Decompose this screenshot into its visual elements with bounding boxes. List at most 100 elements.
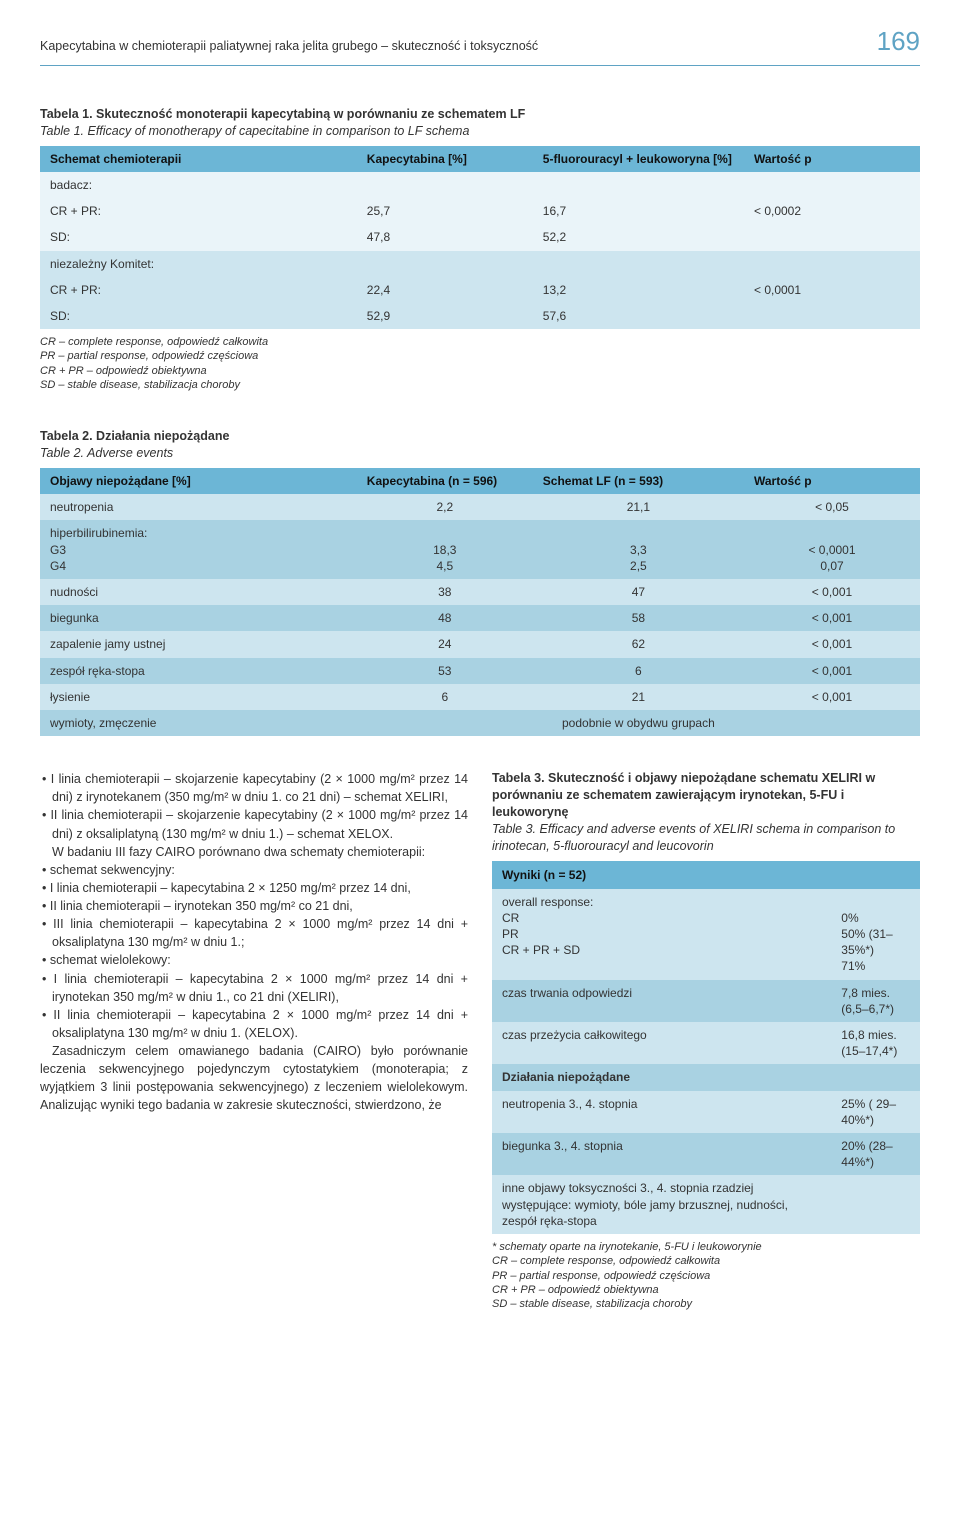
table-cell: 21 xyxy=(533,684,744,710)
table-row: łysienie621< 0,001 xyxy=(40,684,920,710)
table1-footnotes: CR – complete response, odpowiedź całkow… xyxy=(40,335,920,392)
table-cell: 48 xyxy=(357,605,533,631)
table-cell xyxy=(744,251,920,277)
table-row: overall response: CR PR CR + PR + SD 0% … xyxy=(492,889,920,980)
table2-caption-pl: Tabela 2. Działania niepożądane xyxy=(40,428,920,445)
right-column: Tabela 3. Skuteczność i objawy niepożąda… xyxy=(492,770,920,1311)
table-cell: 57,6 xyxy=(533,303,744,329)
table-row: biegunka4858< 0,001 xyxy=(40,605,920,631)
table-cell: 38 xyxy=(357,579,533,605)
table-cell: 6 xyxy=(533,658,744,684)
t1-h3: Wartość p xyxy=(744,146,920,172)
table3-caption-en: Table 3. Efficacy and adverse events of … xyxy=(492,821,920,855)
footnote-line: CR + PR – odpowiedź obiektywna xyxy=(40,364,920,378)
t2-h3: Wartość p xyxy=(744,468,920,494)
body-paragraph: W badaniu III fazy CAIRO porównano dwa s… xyxy=(40,843,468,861)
table-cell: biegunka xyxy=(40,605,357,631)
footnote-line: CR + PR – odpowiedź obiektywna xyxy=(492,1283,920,1297)
table-cell: inne objawy toksyczności 3., 4. stopnia … xyxy=(492,1175,831,1234)
table-cell: 25% ( 29–40%*) xyxy=(831,1091,920,1133)
footnote-line: SD – stable disease, stabilizacja chorob… xyxy=(40,378,920,392)
t3-head: Wyniki (n = 52) xyxy=(492,861,920,889)
table-cell: < 0,001 xyxy=(744,658,920,684)
table-cell xyxy=(533,172,744,198)
table-cell: łysienie xyxy=(40,684,357,710)
table-row: czas trwania odpowiedzi7,8 mies. (6,5–6,… xyxy=(492,980,920,1022)
page-number: 169 xyxy=(877,24,920,59)
table2-caption-en: Table 2. Adverse events xyxy=(40,445,920,462)
table-cell: czas trwania odpowiedzi xyxy=(492,980,831,1022)
table2-caption: Tabela 2. Działania niepożądane Table 2.… xyxy=(40,428,920,462)
body-paragraph: Zasadniczym celem omawianego badania (CA… xyxy=(40,1042,468,1115)
table-cell: 18,3 4,5 xyxy=(357,520,533,579)
table-cell: zespół ręka-stopa xyxy=(40,658,357,684)
table-cell: 53 xyxy=(357,658,533,684)
table-cell: 62 xyxy=(533,631,744,657)
table-cell: biegunka 3., 4. stopnia xyxy=(492,1133,831,1175)
footnote-line: SD – stable disease, stabilizacja chorob… xyxy=(492,1297,920,1311)
table1: Schemat chemioterapii Kapecytabina [%] 5… xyxy=(40,146,920,329)
table-cell: < 0,0001 xyxy=(744,277,920,303)
table1-caption-pl: Tabela 1. Skuteczność monoterapii kapecy… xyxy=(40,106,920,123)
table-cell: 16,8 mies. (15–17,4*) xyxy=(831,1022,920,1064)
t1-h2: 5-fluorouracyl + leukoworyna [%] xyxy=(533,146,744,172)
footnote-line: PR – partial response, odpowiedź częścio… xyxy=(492,1269,920,1283)
footnote-line: CR – complete response, odpowiedź całkow… xyxy=(492,1254,920,1268)
table-cell: 52,9 xyxy=(357,303,533,329)
t1-h0: Schemat chemioterapii xyxy=(40,146,357,172)
table1-header-row: Schemat chemioterapii Kapecytabina [%] 5… xyxy=(40,146,920,172)
body-paragraph: • I linia chemioterapii – skojarzenie ka… xyxy=(40,770,468,806)
table-row: zespół ręka-stopa536< 0,001 xyxy=(40,658,920,684)
table-row: biegunka 3., 4. stopnia20% (28–44%*) xyxy=(492,1133,920,1175)
body-paragraph: • II linia chemioterapii – skojarzenie k… xyxy=(40,806,468,842)
table1-caption-en: Table 1. Efficacy of monotherapy of cape… xyxy=(40,123,920,140)
body-paragraph: • schemat sekwencyjny: xyxy=(40,861,468,879)
table-cell: 20% (28–44%*) xyxy=(831,1133,920,1175)
t2-h2: Schemat LF (n = 593) xyxy=(533,468,744,494)
table-cell: 0% 50% (31–35%*) 71% xyxy=(831,889,920,980)
table3-caption: Tabela 3. Skuteczność i objawy niepożąda… xyxy=(492,770,920,854)
table-cell: < 0,0001 0,07 xyxy=(744,520,920,579)
table2-header-row: Objawy niepożądane [%] Kapecytabina (n =… xyxy=(40,468,920,494)
body-paragraph: • I linia chemioterapii – kapecytabina 2… xyxy=(40,879,468,897)
table2: Objawy niepożądane [%] Kapecytabina (n =… xyxy=(40,468,920,736)
table-cell xyxy=(744,303,920,329)
table-cell: 21,1 xyxy=(533,494,744,520)
table-cell: podobnie w obydwu grupach xyxy=(357,710,920,736)
table-row: SD:52,957,6 xyxy=(40,303,920,329)
table-cell: CR + PR: xyxy=(40,198,357,224)
table-cell: 47,8 xyxy=(357,224,533,250)
table-row: SD:47,852,2 xyxy=(40,224,920,250)
table-section-header: Działania niepożądane xyxy=(492,1064,920,1090)
table-row: neutropenia 3., 4. stopnia25% ( 29–40%*) xyxy=(492,1091,920,1133)
table3: Wyniki (n = 52) overall response: CR PR … xyxy=(492,861,920,1234)
table-cell: hiperbilirubinemia: G3 G4 xyxy=(40,520,357,579)
table-cell: < 0,001 xyxy=(744,605,920,631)
table-row: neutropenia2,221,1< 0,05 xyxy=(40,494,920,520)
table-cell: < 0,05 xyxy=(744,494,920,520)
table-cell: niezależny Komitet: xyxy=(40,251,357,277)
table-cell: SD: xyxy=(40,224,357,250)
table-cell: < 0,001 xyxy=(744,631,920,657)
table-row: badacz: xyxy=(40,172,920,198)
table-row: CR + PR:22,413,2< 0,0001 xyxy=(40,277,920,303)
table-cell xyxy=(357,251,533,277)
table-row: wymioty, zmęczeniepodobnie w obydwu grup… xyxy=(40,710,920,736)
body-paragraph: • III linia chemioterapii – kapecytabina… xyxy=(40,915,468,951)
footnote-line: PR – partial response, odpowiedź częścio… xyxy=(40,349,920,363)
body-paragraph: • II linia chemioterapii – irynotekan 35… xyxy=(40,897,468,915)
t2-h1: Kapecytabina (n = 596) xyxy=(357,468,533,494)
table-cell xyxy=(744,224,920,250)
table-cell: 16,7 xyxy=(533,198,744,224)
table-cell: 7,8 mies. (6,5–6,7*) xyxy=(831,980,920,1022)
footnote-line: CR – complete response, odpowiedź całkow… xyxy=(40,335,920,349)
table-cell xyxy=(831,1175,920,1234)
table-cell: < 0,0002 xyxy=(744,198,920,224)
table-cell: 47 xyxy=(533,579,744,605)
left-column-body: • I linia chemioterapii – skojarzenie ka… xyxy=(40,770,468,1311)
table-cell: < 0,001 xyxy=(744,684,920,710)
table-cell: nudności xyxy=(40,579,357,605)
t2-h0: Objawy niepożądane [%] xyxy=(40,468,357,494)
table-cell: badacz: xyxy=(40,172,357,198)
table-cell: Działania niepożądane xyxy=(492,1064,920,1090)
